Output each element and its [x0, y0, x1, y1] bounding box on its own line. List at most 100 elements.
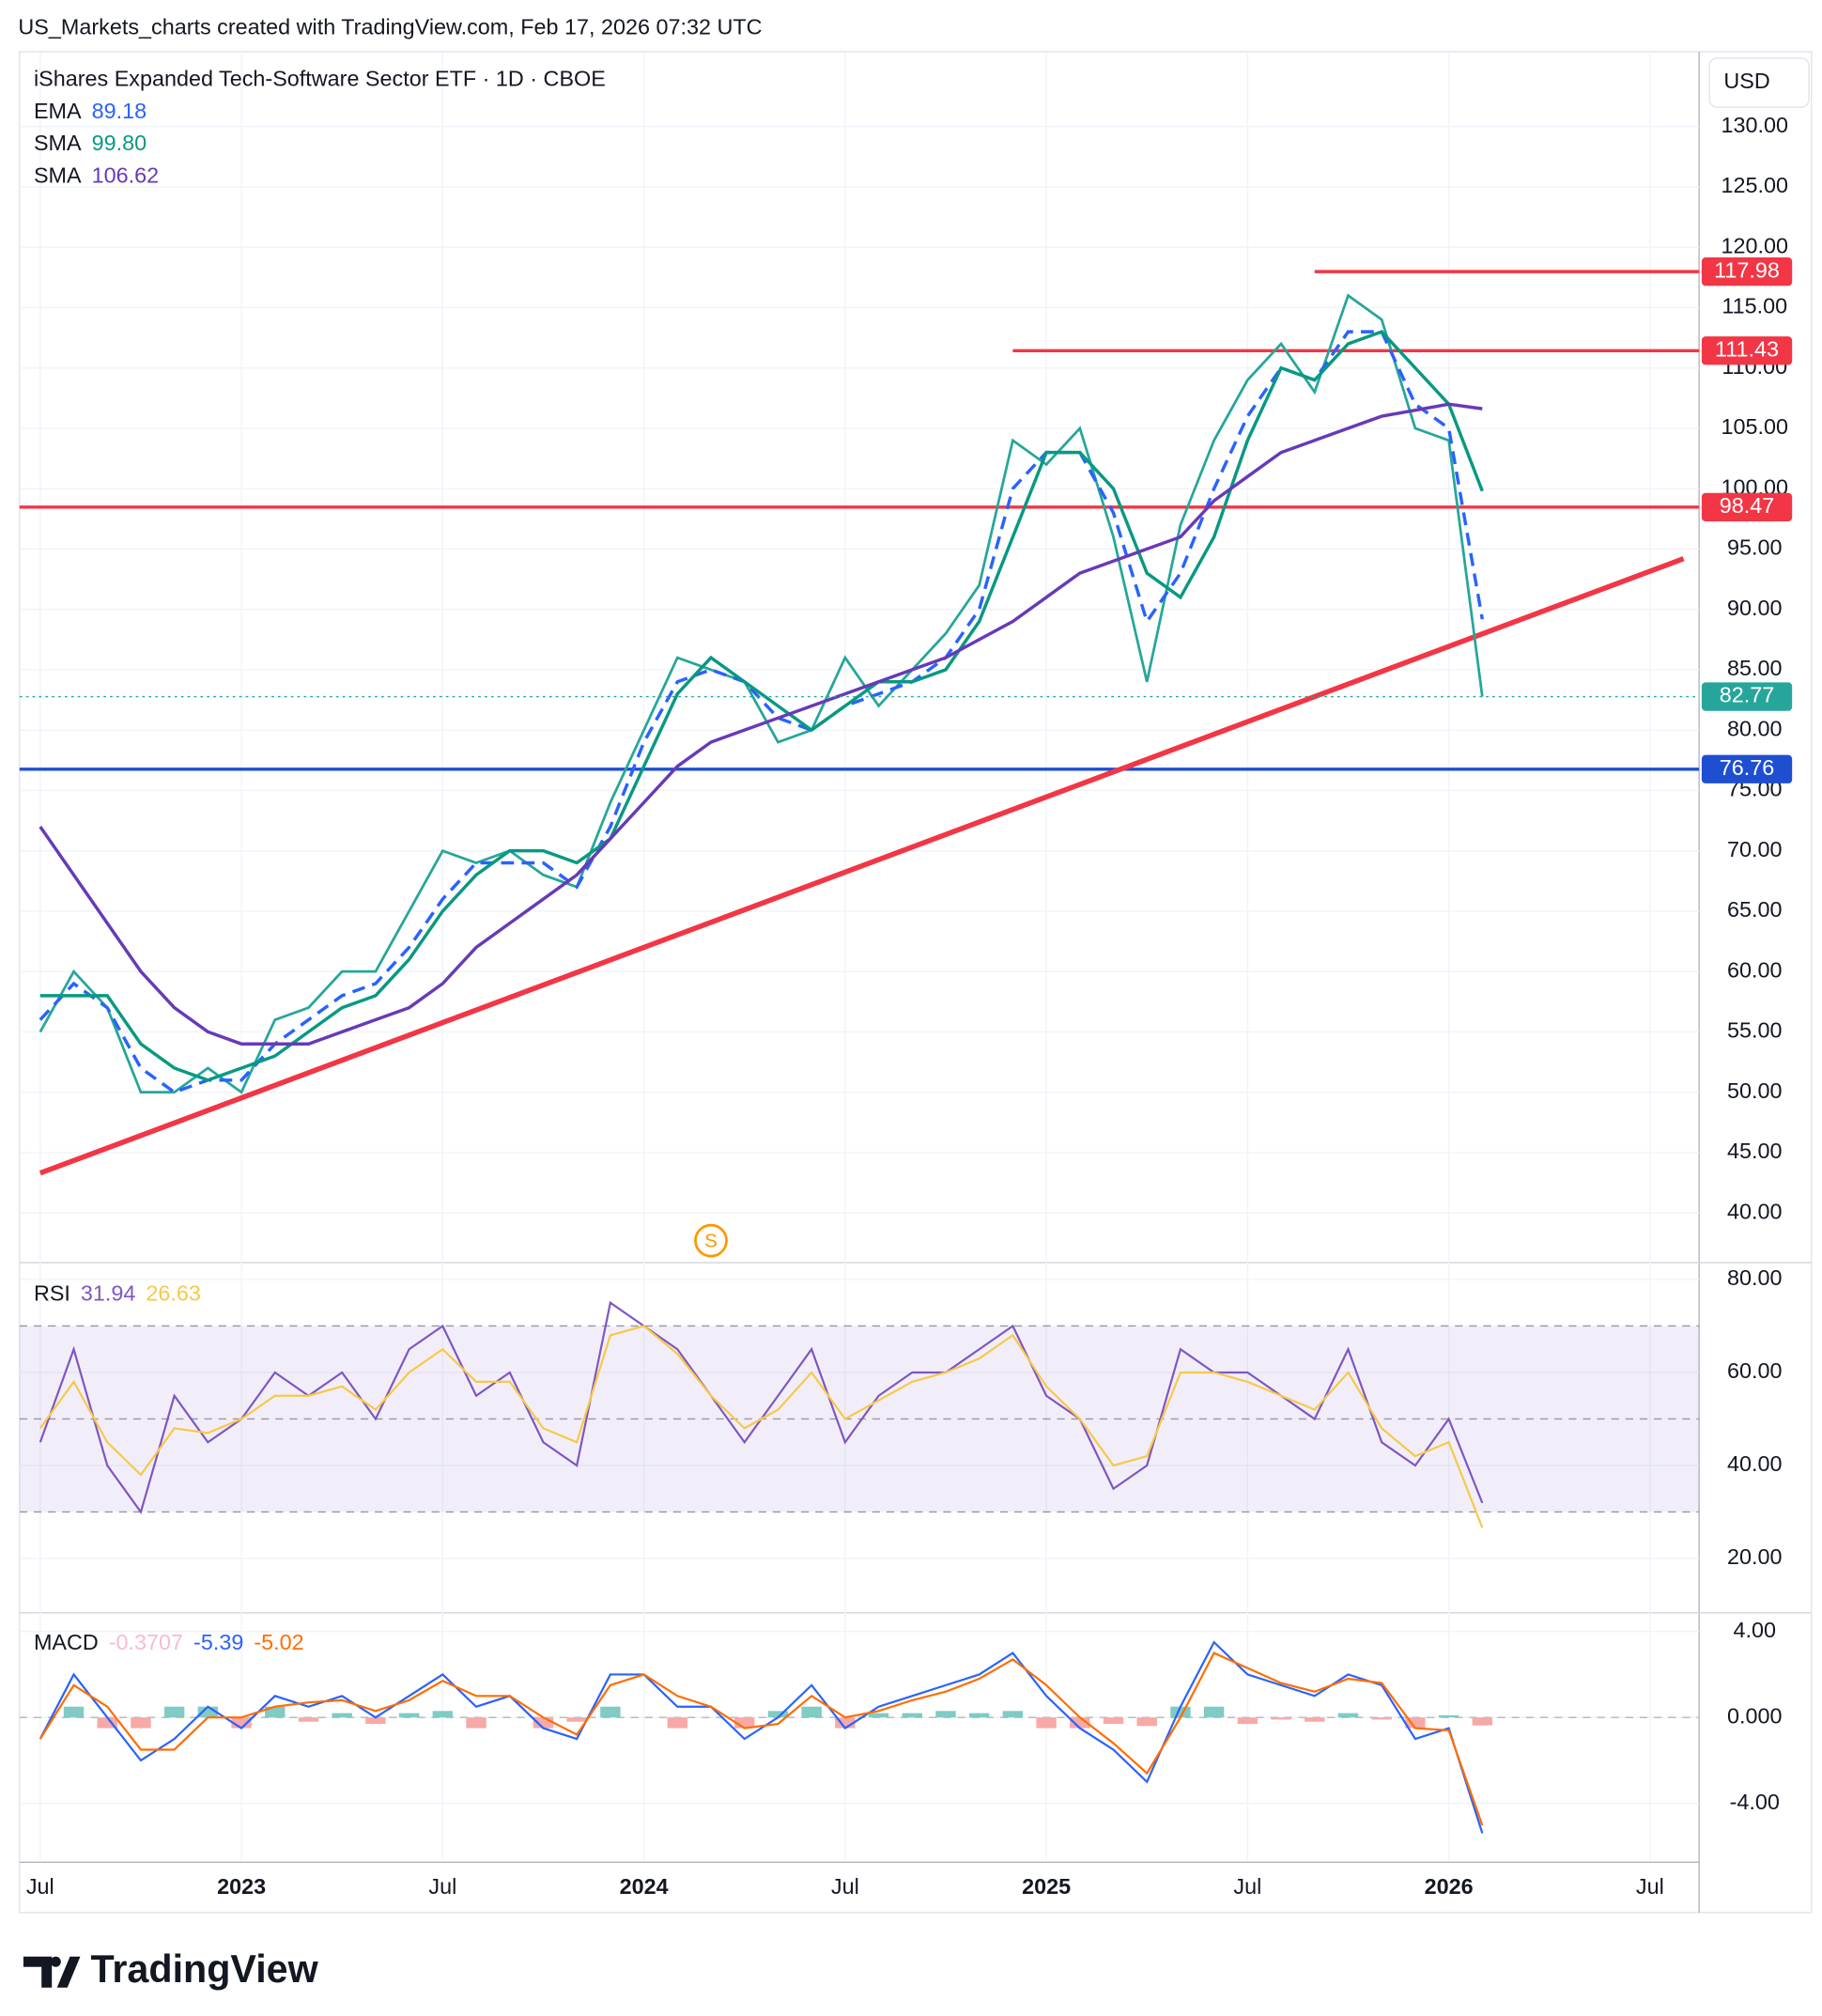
y-tick-label: 120.00: [1722, 233, 1788, 257]
x-tick-label: 2026: [1425, 1874, 1474, 1899]
histogram-bar: [265, 1706, 286, 1718]
histogram-bar: [667, 1717, 688, 1729]
histogram-bar: [767, 1711, 789, 1718]
y-tick-label: 105.00: [1722, 414, 1788, 439]
legend-text: 99.80: [92, 131, 147, 155]
frame: [19, 51, 1813, 1914]
y-tick-label: 0.000: [1727, 1703, 1783, 1728]
price-badge: [1701, 336, 1793, 365]
indicator-line: [39, 1640, 1484, 1834]
trendline: [39, 556, 1685, 1176]
y-tick-label: 20.00: [1727, 1544, 1783, 1569]
y-tick-label: 130.00: [1722, 113, 1788, 137]
y-tick-label: 40.00: [1727, 1451, 1783, 1476]
legend-text: -0.3707: [109, 1630, 183, 1654]
y-tick-label: 115.00: [1722, 294, 1787, 318]
legend-text: -5.02: [254, 1630, 303, 1654]
price-badge: [1701, 257, 1793, 287]
histogram-bar: [1203, 1706, 1225, 1718]
header: US_Markets_charts created with TradingVi…: [18, 14, 762, 39]
histogram-bar: [1271, 1717, 1291, 1720]
legend-text: 31.94: [81, 1281, 136, 1306]
y-tick-label: 95.00: [1727, 535, 1783, 560]
legend-text: -5.39: [193, 1630, 243, 1654]
price-badge: [1701, 754, 1793, 783]
price-badge-label: 117.98: [1714, 257, 1780, 282]
histogram-bar: [1103, 1717, 1124, 1725]
y-tick-label: 60.00: [1727, 957, 1783, 982]
indicator-line: [39, 1325, 1484, 1528]
y-tick-label: 45.00: [1727, 1139, 1783, 1163]
legend-text: EMA: [34, 99, 82, 123]
histogram-bar: [1070, 1717, 1090, 1729]
histogram-bar: [734, 1717, 755, 1729]
histogram-bar: [868, 1713, 889, 1718]
histogram-bar: [1371, 1717, 1392, 1720]
x-tick-label: Jul: [831, 1874, 859, 1899]
histogram-bar: [902, 1713, 922, 1718]
histogram-bar: [63, 1706, 85, 1718]
histogram-bar: [801, 1706, 822, 1718]
histogram-bar: [231, 1717, 252, 1729]
histogram-bar: [1237, 1717, 1258, 1725]
y-tick-label: -4.00: [1730, 1790, 1780, 1814]
histogram-bar: [466, 1717, 486, 1729]
legend-text: RSI: [34, 1281, 70, 1306]
x-tick-label: 2025: [1022, 1874, 1071, 1899]
histogram-bar: [935, 1711, 956, 1718]
y-tick-label: 40.00: [1727, 1199, 1783, 1223]
x-tick-label: Jul: [1636, 1874, 1664, 1899]
indicator-line: [39, 330, 1484, 1082]
histogram-bar: [1136, 1717, 1157, 1727]
event-marker: [694, 1223, 728, 1258]
event-marker-label: S: [704, 1230, 718, 1251]
histogram-bar: [1405, 1717, 1426, 1729]
indicator-line: [39, 1652, 1484, 1826]
legend-text: SMA: [34, 131, 82, 155]
histogram-bar: [365, 1717, 386, 1725]
x-tick-label: Jul: [1233, 1874, 1261, 1899]
histogram-bar: [197, 1706, 219, 1718]
histogram-bar: [1337, 1713, 1359, 1718]
y-tick-label: 80.00: [1727, 716, 1783, 740]
histogram-bar: [298, 1717, 319, 1722]
x-tick-label: Jul: [428, 1874, 456, 1899]
x-tick-label: 2023: [217, 1874, 266, 1899]
histogram-bar: [1002, 1711, 1024, 1718]
histogram-bar: [1472, 1717, 1493, 1726]
histogram-bar: [131, 1717, 151, 1729]
price-badge-label: 76.76: [1720, 755, 1775, 780]
legend-text: 89.18: [92, 99, 147, 123]
y-tick-label: 65.00: [1727, 897, 1783, 922]
y-tick-label: 50.00: [1727, 1078, 1783, 1103]
y-tick-label: 4.00: [1734, 1618, 1777, 1642]
histogram-bar: [835, 1717, 856, 1729]
logo-mark: [23, 1956, 81, 1988]
price-badge-label: 82.77: [1720, 683, 1775, 707]
histogram-bar: [1036, 1717, 1057, 1729]
indicator-line: [39, 330, 1485, 1094]
histogram-bar: [97, 1717, 117, 1729]
price-badge-label: 98.47: [1720, 493, 1775, 518]
price-line: [39, 293, 1484, 1094]
logo-text: TradingView: [90, 1947, 318, 1991]
legend-text: 26.63: [146, 1281, 200, 1306]
price-badge: [1701, 492, 1793, 521]
indicator-line: [39, 402, 1483, 1046]
histogram-bar: [432, 1711, 454, 1718]
price-badge: [1701, 682, 1793, 711]
currency: USD: [1723, 69, 1769, 93]
histogram-bar: [1170, 1706, 1191, 1718]
histogram-bar: [1438, 1714, 1459, 1718]
y-tick-label: 70.00: [1727, 837, 1783, 861]
histogram-bar: [163, 1706, 185, 1718]
histogram-bar: [533, 1717, 554, 1729]
histogram-bar: [398, 1713, 420, 1718]
currency-box: [1708, 57, 1810, 108]
histogram-bar: [1305, 1717, 1325, 1722]
y-tick-label: 85.00: [1727, 656, 1783, 680]
x-tick-label: Jul: [26, 1874, 54, 1899]
logo-dot: [50, 1956, 61, 1967]
histogram-bar: [332, 1713, 352, 1718]
